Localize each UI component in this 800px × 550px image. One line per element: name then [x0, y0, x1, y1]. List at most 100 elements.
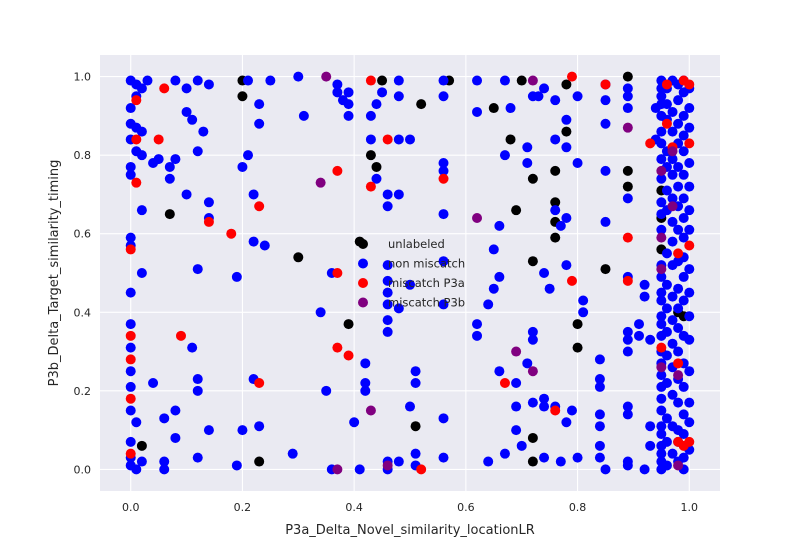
data-point — [684, 181, 695, 192]
data-point — [656, 126, 667, 137]
data-point — [684, 205, 695, 216]
data-point — [527, 456, 538, 467]
data-points — [125, 71, 695, 475]
data-point — [527, 397, 538, 408]
data-point — [198, 126, 209, 137]
data-point — [622, 181, 633, 192]
data-point — [438, 299, 449, 310]
data-point — [600, 216, 611, 227]
data-point — [159, 456, 170, 467]
data-point — [164, 173, 175, 184]
data-point — [125, 405, 136, 416]
legend: unlabeled non miscatch miscatch P3a miscatc… — [358, 237, 465, 310]
data-point — [566, 275, 577, 286]
data-point — [661, 460, 672, 471]
data-point — [321, 385, 332, 396]
data-point — [365, 134, 376, 145]
data-point — [539, 83, 550, 94]
legend-label: miscatch P3a — [388, 276, 465, 290]
series-miscatch-p3b — [315, 71, 684, 475]
data-point — [187, 114, 198, 125]
data-point — [561, 260, 572, 271]
data-point — [438, 165, 449, 176]
data-point — [125, 448, 136, 459]
data-point — [516, 75, 527, 86]
data-point — [405, 401, 415, 412]
data-point — [136, 440, 147, 451]
x-tick-label: 0.8 — [569, 501, 587, 514]
data-point — [678, 110, 689, 121]
data-point — [684, 103, 695, 114]
data-point — [499, 75, 510, 86]
data-point — [136, 150, 147, 161]
data-point — [673, 397, 684, 408]
data-point — [527, 334, 538, 345]
data-point — [365, 181, 376, 192]
legend-marker — [358, 278, 368, 288]
data-point — [555, 220, 566, 231]
data-point — [684, 240, 695, 251]
data-point — [243, 150, 254, 161]
data-point — [645, 334, 656, 345]
data-point — [600, 95, 611, 106]
data-point — [673, 181, 684, 192]
legend-label: miscatch P3b — [388, 296, 465, 310]
data-point — [678, 213, 689, 224]
data-point — [125, 393, 136, 404]
data-point — [622, 193, 633, 204]
data-point — [382, 201, 393, 212]
data-point — [667, 146, 678, 157]
data-point — [594, 440, 605, 451]
x-tick-label: 0.6 — [457, 501, 475, 514]
data-point — [170, 432, 181, 443]
data-point — [332, 342, 343, 353]
data-point — [382, 275, 393, 286]
data-point — [254, 421, 265, 432]
data-point — [254, 99, 265, 110]
data-point — [550, 197, 561, 208]
data-point — [393, 91, 404, 102]
data-point — [410, 366, 421, 377]
data-point — [410, 377, 421, 388]
data-point — [315, 177, 326, 188]
data-point — [572, 342, 583, 353]
y-tick-label: 0.6 — [74, 228, 92, 241]
data-point — [622, 71, 633, 82]
data-point — [539, 393, 550, 404]
data-point — [622, 83, 633, 94]
data-point — [181, 83, 192, 94]
data-point — [656, 429, 667, 440]
data-point — [332, 165, 343, 176]
data-point — [667, 315, 678, 326]
data-point — [511, 377, 522, 388]
data-point — [661, 326, 672, 337]
data-point — [678, 429, 689, 440]
data-point — [527, 75, 538, 86]
data-point — [550, 95, 561, 106]
data-point — [488, 283, 499, 294]
data-point — [572, 91, 583, 102]
data-point — [661, 279, 672, 290]
data-point — [566, 405, 577, 416]
data-point — [673, 346, 684, 357]
data-point — [622, 401, 633, 412]
data-point — [192, 385, 203, 396]
data-point — [142, 75, 153, 86]
data-point — [159, 464, 170, 475]
y-tick-label: 1.0 — [74, 71, 92, 84]
data-point — [382, 299, 393, 310]
data-point — [561, 142, 572, 153]
data-point — [667, 448, 678, 459]
data-point — [343, 99, 354, 110]
data-point — [639, 279, 650, 290]
data-point — [203, 216, 214, 227]
data-point — [203, 425, 214, 436]
data-point — [634, 330, 645, 341]
data-point — [678, 232, 689, 243]
data-point — [237, 91, 248, 102]
data-point — [494, 271, 505, 282]
x-axis-ticks: 0.0 0.2 0.4 0.6 0.8 1.0 — [122, 501, 698, 514]
data-point — [667, 169, 678, 180]
data-point — [511, 425, 522, 436]
data-point — [371, 161, 382, 172]
